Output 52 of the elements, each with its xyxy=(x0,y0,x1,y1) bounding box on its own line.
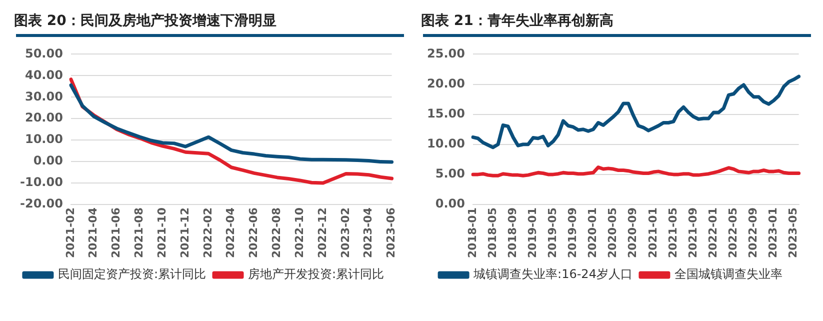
y-tick-label: 5.00 xyxy=(435,166,465,181)
x-tick-label: 2021-02 xyxy=(64,208,77,258)
x-tick-label: 2019-09 xyxy=(566,208,580,258)
x-tick-label: 2021-04 xyxy=(86,207,100,258)
x-tick-label: 2018-09 xyxy=(506,208,519,258)
x-tick-label: 2023-01 xyxy=(766,208,780,258)
x-tick-label: 2018-05 xyxy=(486,208,499,258)
x-tick-label: 2022-01 xyxy=(706,208,720,258)
y-tick-label: 25.00 xyxy=(426,46,465,60)
x-tick-label: 2021-08 xyxy=(132,208,146,258)
y-tick-label: 0.00 xyxy=(435,196,465,211)
y-tick-label: 10.00 xyxy=(24,132,63,146)
y-tick-label: 40.00 xyxy=(24,68,63,82)
x-tick-label: 2020-09 xyxy=(626,208,640,258)
legend-label: 全国城镇调查失业率 xyxy=(674,267,782,282)
y-tick-label: 30.00 xyxy=(24,89,63,104)
x-tick-label: 2023-04 xyxy=(362,207,375,258)
chart-title: 图表 20：民间及房地产投资增速下滑明显 xyxy=(13,12,278,31)
x-tick-label: 2021-09 xyxy=(686,208,700,258)
x-tick-label: 2023-02 xyxy=(338,208,352,258)
x-tick-label: 2021-06 xyxy=(110,207,123,258)
legend-label: 城镇调查失业率:16-24岁人口 xyxy=(472,267,632,282)
legend-label: 民间固定资产投资:累计同比 xyxy=(58,267,206,282)
x-tick-label: 2021-12 xyxy=(178,208,192,258)
y-tick-label: 0.00 xyxy=(33,154,63,168)
x-tick-label: 2023-05 xyxy=(786,208,800,258)
x-tick-label: 2023-06 xyxy=(384,207,398,258)
x-tick-label: 2022-12 xyxy=(316,208,329,258)
y-tick-label: 20.00 xyxy=(24,110,63,125)
x-tick-label: 2022-02 xyxy=(201,208,214,258)
x-tick-label: 2022-09 xyxy=(746,208,760,258)
x-tick-label: 2022-08 xyxy=(270,208,284,258)
x-tick-label: 2021-10 xyxy=(155,207,168,258)
x-tick-label: 2022-06 xyxy=(247,207,260,258)
y-tick-label: 20.00 xyxy=(426,76,465,90)
x-tick-label: 2019-05 xyxy=(546,208,560,258)
x-tick-label: 2021-05 xyxy=(666,208,680,258)
y-tick-label: 15.00 xyxy=(426,106,465,120)
x-tick-label: 2018-01 xyxy=(466,208,479,258)
x-tick-label: 2019-01 xyxy=(526,208,539,258)
legend-label: 房地产开发投资:累计同比 xyxy=(248,267,384,282)
x-tick-label: 2022-10 xyxy=(292,207,306,258)
y-tick-label: -20.00 xyxy=(20,196,63,211)
chart-title: 图表 21：青年失业率再创新高 xyxy=(420,12,614,31)
x-tick-label: 2022-04 xyxy=(224,207,238,258)
x-tick-label: 2020-05 xyxy=(606,208,620,258)
y-tick-label: 10.00 xyxy=(426,136,465,151)
x-tick-label: 2021-01 xyxy=(646,208,660,258)
x-tick-label: 2022-05 xyxy=(726,208,740,258)
y-tick-label: -10.00 xyxy=(20,175,63,190)
x-tick-label: 2020-01 xyxy=(586,208,600,258)
y-tick-label: 50.00 xyxy=(24,46,63,60)
